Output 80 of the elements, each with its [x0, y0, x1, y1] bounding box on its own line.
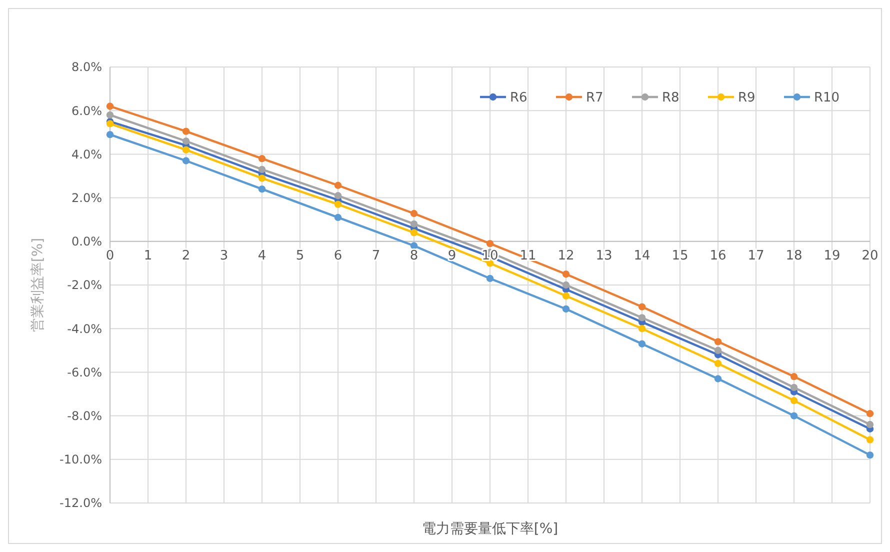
x-tick-label: 6 — [334, 248, 342, 264]
point — [106, 102, 114, 110]
point — [486, 274, 494, 282]
legend-label: R6 — [510, 90, 528, 106]
y-tick-label: 2.0% — [72, 191, 102, 205]
y-tick-label: 6.0% — [72, 104, 102, 118]
point — [182, 138, 190, 145]
point — [562, 270, 570, 278]
x-tick-label: 15 — [672, 248, 688, 264]
x-tick-label: 16 — [710, 248, 726, 264]
y-tick-label: -6.0% — [67, 365, 102, 380]
x-tick-label: 4 — [258, 248, 266, 264]
point — [182, 146, 190, 154]
point — [410, 210, 418, 218]
y-tick-label: -2.0% — [67, 278, 102, 292]
point — [790, 396, 798, 404]
y-tick-label: 8.0% — [72, 60, 102, 74]
point — [638, 303, 646, 310]
point — [258, 185, 266, 193]
x-tick-label: 1 — [144, 248, 152, 264]
legend-label: R8 — [662, 90, 680, 106]
point — [182, 128, 190, 135]
y-tick-label: 0.0% — [72, 234, 102, 249]
legend-label: R10 — [814, 90, 840, 106]
x-axis-title: 電力需要量低下率[%] — [422, 521, 558, 537]
point — [866, 410, 874, 418]
y-tick-label: -4.0% — [67, 322, 102, 336]
x-tick-label: 9 — [448, 248, 456, 264]
point — [638, 325, 646, 332]
point — [334, 214, 342, 222]
x-tick-label: 13 — [596, 248, 612, 264]
x-tick-label: 3 — [220, 248, 228, 264]
x-tick-label: 5 — [296, 248, 304, 264]
point — [562, 281, 570, 289]
point — [486, 240, 494, 248]
point — [334, 192, 342, 200]
x-tick-label: 8 — [410, 248, 418, 264]
point — [334, 200, 342, 208]
point — [714, 346, 722, 354]
point — [334, 182, 342, 189]
x-tick-label: 14 — [634, 248, 650, 264]
point — [258, 174, 266, 182]
x-tick-label: 2 — [182, 248, 190, 264]
point — [106, 130, 114, 138]
point — [790, 372, 798, 380]
point — [258, 166, 266, 174]
x-tick-label: 17 — [748, 248, 764, 264]
legend-label: R9 — [738, 90, 756, 106]
x-tick-label: 19 — [824, 248, 840, 264]
point — [106, 111, 114, 119]
x-tick-label: 12 — [558, 248, 574, 264]
y-tick-label: -8.0% — [67, 409, 102, 423]
legend-label: R7 — [586, 90, 604, 106]
point — [866, 436, 874, 444]
x-tick-label: 7 — [372, 248, 380, 264]
point — [562, 305, 570, 313]
point — [866, 451, 874, 459]
point — [638, 340, 646, 348]
point — [410, 220, 418, 228]
point — [410, 242, 418, 250]
point — [866, 420, 874, 428]
point — [714, 338, 722, 346]
point — [182, 157, 190, 164]
y-axis-title: 営業利益率[%] — [30, 238, 46, 332]
point — [638, 314, 646, 322]
point — [562, 292, 570, 300]
point — [714, 375, 722, 382]
x-tick-label: 20 — [862, 248, 878, 264]
point — [714, 360, 722, 368]
y-tick-label: -12.0% — [60, 496, 102, 510]
y-tick-label: 4.0% — [72, 147, 102, 162]
y-tick-label: -10.0% — [60, 452, 102, 467]
point — [790, 412, 798, 420]
x-tick-label: 0 — [106, 248, 114, 264]
point — [258, 154, 266, 162]
point — [790, 384, 798, 392]
point — [410, 229, 418, 236]
point — [106, 120, 114, 128]
x-tick-label: 18 — [786, 248, 802, 264]
x-tick-label: 10 — [482, 248, 498, 264]
